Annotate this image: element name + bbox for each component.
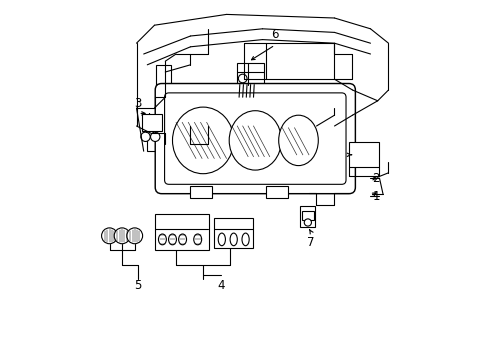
Ellipse shape <box>178 234 186 245</box>
Text: 4: 4 <box>217 279 224 292</box>
Bar <box>302 211 313 220</box>
Circle shape <box>238 74 246 83</box>
Bar <box>147 135 170 151</box>
Circle shape <box>126 228 142 244</box>
Circle shape <box>304 219 311 226</box>
Circle shape <box>237 98 244 105</box>
Ellipse shape <box>168 234 176 245</box>
Text: 2: 2 <box>371 172 379 185</box>
Bar <box>237 63 264 85</box>
Bar <box>154 214 208 250</box>
Ellipse shape <box>230 233 237 246</box>
Text: 6: 6 <box>271 28 278 41</box>
Circle shape <box>141 132 150 141</box>
Circle shape <box>102 228 117 244</box>
Text: 3: 3 <box>134 97 142 110</box>
Text: 7: 7 <box>307 236 314 249</box>
Bar <box>300 206 315 227</box>
Bar <box>142 114 162 131</box>
Circle shape <box>246 98 253 105</box>
Bar <box>156 65 171 88</box>
Circle shape <box>150 132 160 141</box>
Ellipse shape <box>172 107 233 174</box>
Bar <box>265 186 287 198</box>
Ellipse shape <box>229 111 281 170</box>
Ellipse shape <box>193 234 201 245</box>
Bar <box>213 218 253 248</box>
FancyBboxPatch shape <box>164 93 346 184</box>
Text: 1: 1 <box>371 190 379 203</box>
Circle shape <box>114 228 130 244</box>
Bar <box>190 186 212 198</box>
Ellipse shape <box>158 234 166 245</box>
Ellipse shape <box>278 115 318 166</box>
Text: 5: 5 <box>134 279 142 292</box>
Ellipse shape <box>242 233 249 246</box>
Ellipse shape <box>218 233 225 246</box>
Bar <box>348 142 379 167</box>
FancyBboxPatch shape <box>155 84 355 194</box>
